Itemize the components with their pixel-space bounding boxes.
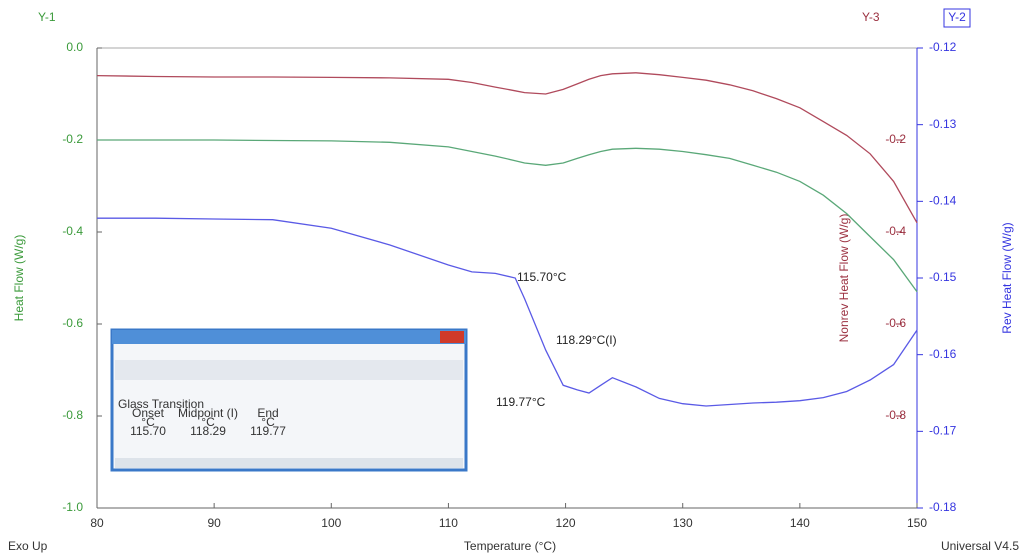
y-tick-label: -1.0 [62, 500, 83, 514]
background [0, 0, 1021, 557]
x-tick-label: 90 [207, 516, 221, 530]
x-tick-label: 80 [90, 516, 104, 530]
x-tick-label: 150 [907, 516, 927, 530]
corner-left: Exo Up [8, 539, 48, 553]
chart: 80 90 100 110 120 130 140 150 0.0 -0.2 -0.4 -0.6 -0.… [0, 0, 1021, 557]
y-axis-name: Y-1 [38, 10, 56, 24]
x-axis-title: Temperature (°C) [464, 539, 556, 553]
x-tick-label: 120 [556, 516, 576, 530]
y3-tick-label: -0.8 [885, 408, 906, 422]
y2-tick-label: -0.18 [929, 500, 957, 514]
annotation: 119.77°C [496, 395, 546, 409]
inset-cell: 118.29 [190, 424, 226, 438]
annotation: 115.70°C [517, 270, 567, 284]
y-tick-label: -0.2 [62, 132, 83, 146]
y2-tick-label: -0.16 [929, 347, 957, 361]
y-axis-title: Heat Flow (W/g) [12, 235, 26, 322]
y-tick-label: -0.4 [62, 224, 83, 238]
x-tick-label: 100 [321, 516, 341, 530]
y3-axis-name: Y-3 [862, 10, 880, 24]
x-tick-label: 140 [790, 516, 810, 530]
annotation: 118.29°C(I) [556, 333, 617, 347]
y-tick-label: -0.6 [62, 316, 83, 330]
y2-tick-label: -0.15 [929, 270, 957, 284]
y2-tick-label: -0.17 [929, 424, 957, 438]
y2-tick-label: -0.13 [929, 117, 957, 131]
inset-cell: 115.70 [130, 424, 166, 438]
page: 80 90 100 110 120 130 140 150 0.0 -0.2 -0.4 -0.6 -0.… [0, 0, 1021, 557]
y2-axis-name: Y-2 [948, 10, 966, 24]
inset-close [440, 331, 464, 343]
y2-tick-label: -0.14 [929, 194, 957, 208]
y-tick-label: 0.0 [66, 40, 83, 54]
y2-tick-label: -0.12 [929, 40, 957, 54]
inset-toolbar [115, 360, 463, 380]
y3-tick-label: -0.6 [885, 316, 906, 330]
y2-axis-title: Rev Heat Flow (W/g) [1000, 222, 1014, 333]
y3-axis-title: Nonrev Heat Flow (W/g) [837, 214, 851, 343]
x-tick-label: 110 [439, 516, 458, 530]
corner-right: Universal V4.5 [941, 539, 1019, 553]
inset-status [115, 458, 463, 468]
y3-tick-label: -0.4 [885, 224, 906, 238]
y-tick-label: -0.8 [62, 408, 83, 422]
x-tick-label: 130 [673, 516, 693, 530]
inset-titlebar [112, 330, 466, 344]
inset-cell: 119.77 [250, 424, 286, 438]
y3-tick-label: -0.2 [885, 132, 906, 146]
